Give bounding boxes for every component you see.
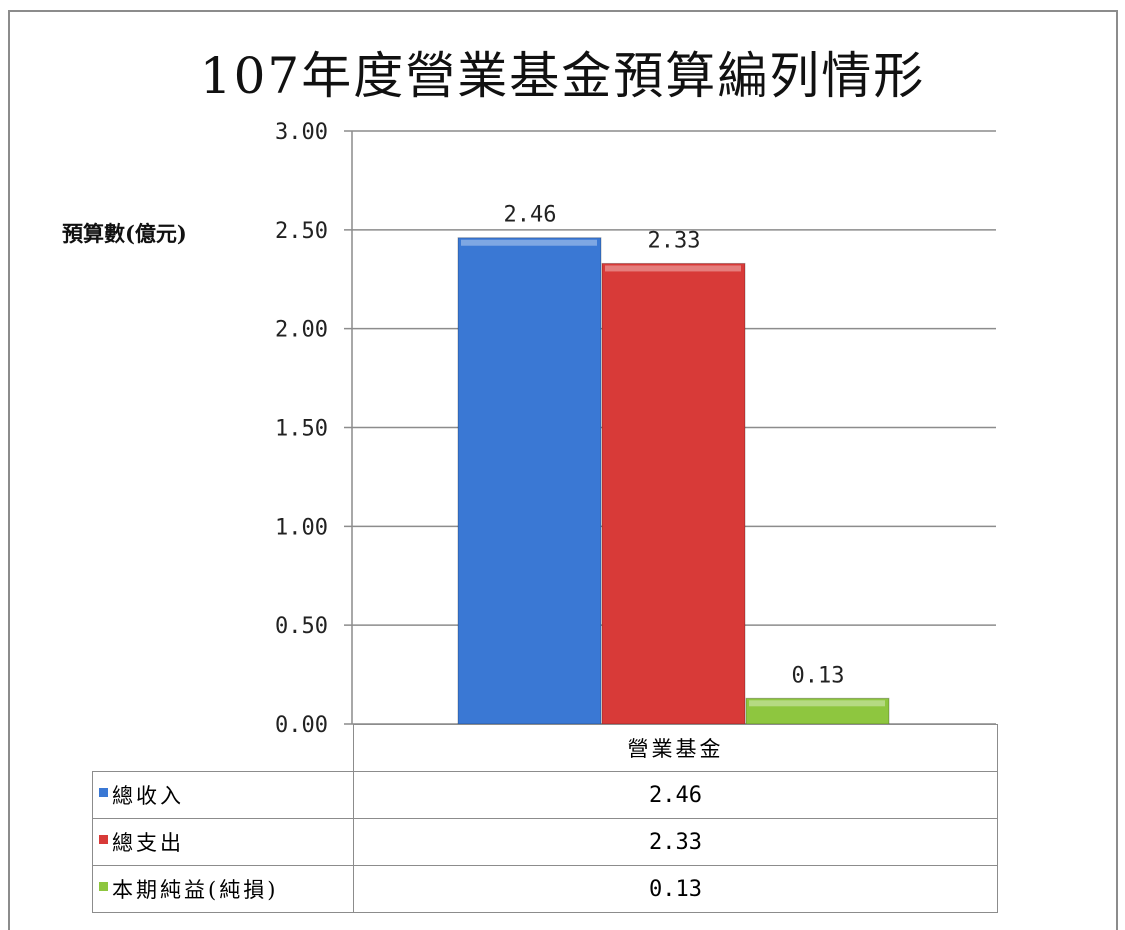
table-row: 本期純益(純損) 0.13 (92, 865, 998, 913)
legend-swatch-icon (99, 882, 108, 891)
series-name: 總收入 (112, 784, 184, 808)
table-value: 2.33 (353, 818, 998, 866)
bar (601, 262, 746, 725)
y-tick-label: 2.50 (275, 219, 328, 244)
legend-entry: 總支出 (92, 818, 354, 866)
series-name: 本期純益(純損) (112, 878, 279, 902)
category-label: 營業基金 (353, 724, 998, 772)
y-tick-label: 2.00 (275, 318, 328, 343)
chart-frame (8, 10, 1118, 930)
table-value: 2.46 (353, 771, 998, 819)
data-labels: 2.46 2.33 0.13 (504, 203, 845, 689)
legend-swatch-icon (99, 835, 108, 844)
table-value: 0.13 (353, 865, 998, 913)
data-table: 營業基金 總收入 2.46 總支出 2.33 本期純益(純損) 0.13 (92, 724, 998, 913)
legend-swatch-icon (99, 788, 108, 797)
data-label: 2.46 (504, 203, 557, 228)
table-header-row: 營業基金 (92, 724, 998, 772)
data-label: 2.33 (648, 228, 701, 253)
bar-highlight (605, 265, 741, 272)
bar-highlight (461, 239, 597, 246)
y-tick-label: 1.00 (275, 515, 328, 540)
legend-entry: 總收入 (92, 771, 354, 819)
table-row: 總支出 2.33 (92, 818, 998, 866)
y-axis-label: 預算數(億元) (62, 221, 187, 246)
y-tick-label: 3.00 (275, 120, 328, 145)
bar (745, 697, 890, 725)
chart-title: 107年度營業基金預算編列情形 (199, 47, 926, 105)
bar (457, 237, 602, 725)
bar-highlight (749, 700, 885, 707)
series-name: 總支出 (112, 831, 184, 855)
y-axis-ticks: 3.002.502.001.501.000.500.00 (275, 120, 328, 738)
y-tick-label: 1.50 (275, 417, 328, 442)
legend-entry: 本期純益(純損) (92, 865, 354, 913)
bars (457, 237, 890, 725)
table-corner (92, 724, 354, 772)
table-row: 總收入 2.46 (92, 771, 998, 819)
data-label: 0.13 (792, 663, 845, 688)
y-tick-label: 0.50 (275, 614, 328, 639)
